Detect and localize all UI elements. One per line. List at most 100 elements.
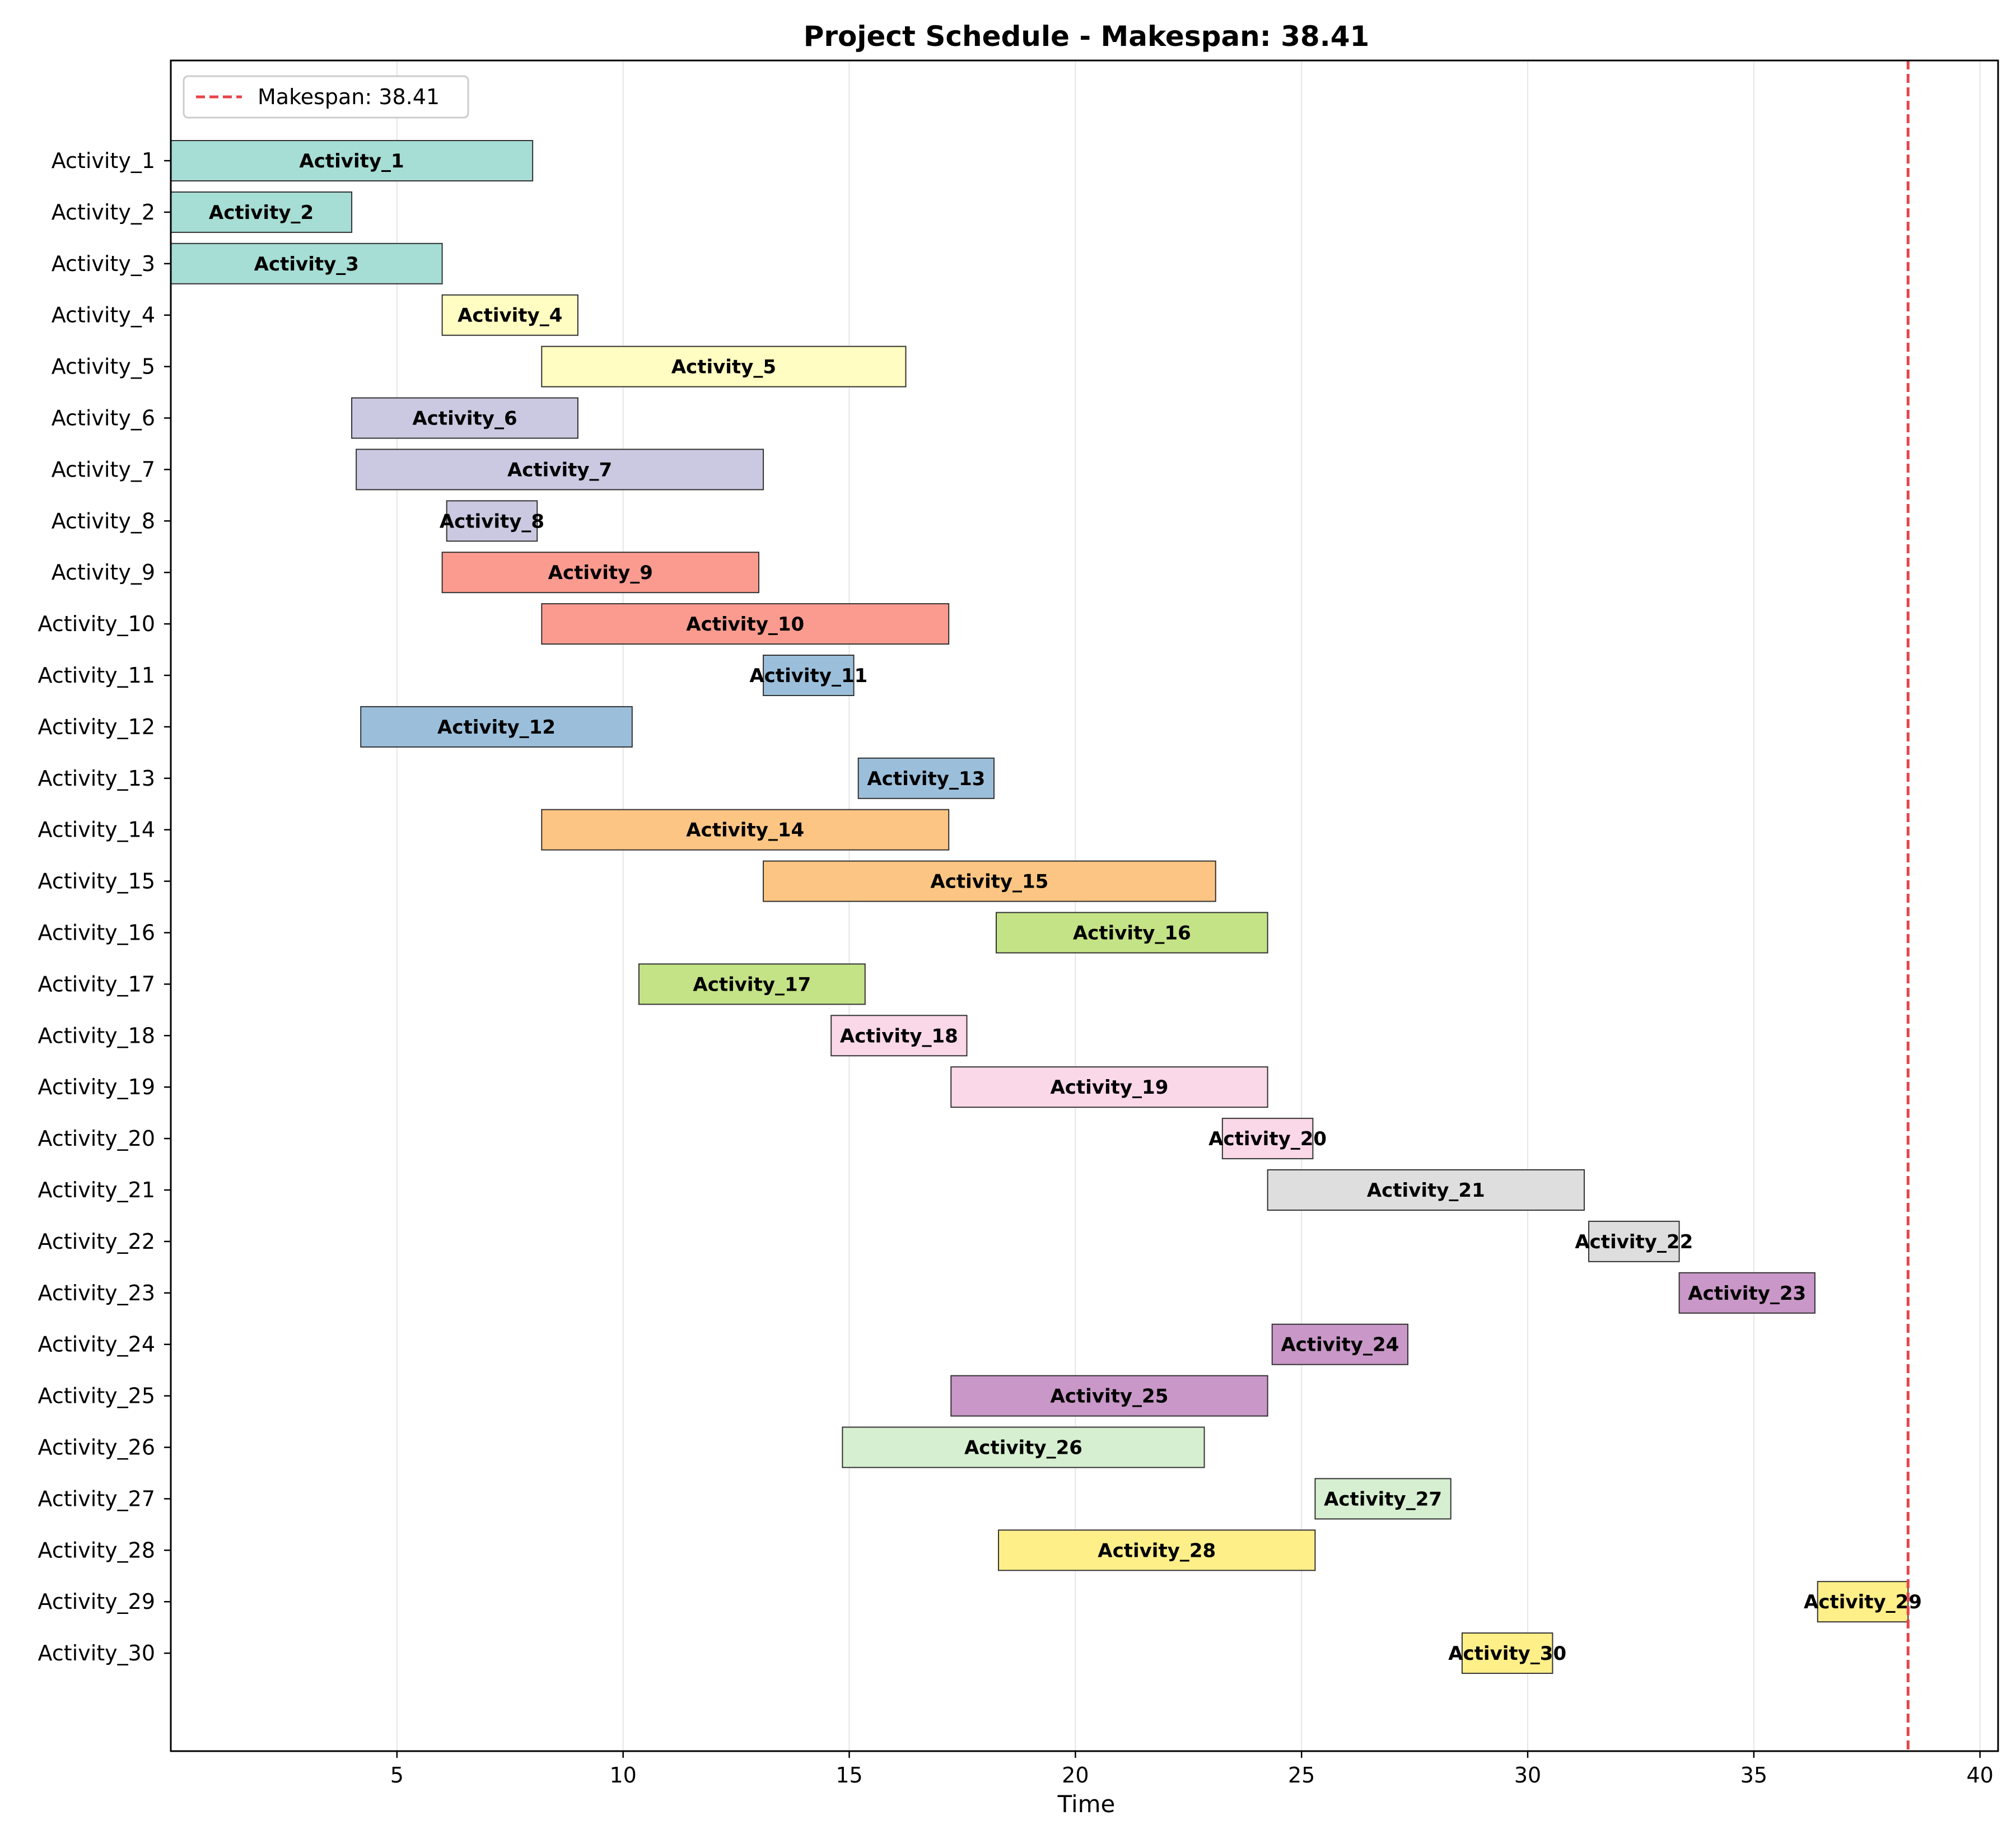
activity-bar-label: Activity_1 [299, 150, 404, 172]
y-tick-label: Activity_24 [38, 1332, 155, 1357]
y-tick-label: Activity_16 [38, 921, 155, 945]
activity-bar-label: Activity_23 [1688, 1282, 1806, 1305]
x-tick-label: 35 [1740, 1763, 1767, 1788]
y-tick-label: Activity_26 [38, 1435, 155, 1460]
activity-bar [446, 500, 538, 542]
chart-title: Project Schedule - Makespan: 38.41 [804, 20, 1370, 53]
y-tick-label: Activity_9 [52, 560, 155, 585]
y-tick-label: Activity_23 [38, 1281, 155, 1305]
activity-bar [1314, 1478, 1452, 1520]
activity-bar [830, 1015, 968, 1057]
y-tick-label: Activity_4 [52, 303, 155, 328]
activity-bar-label: Activity_21 [1367, 1179, 1485, 1202]
y-tick-label: Activity_13 [38, 766, 155, 791]
activity-bar-label: Activity_27 [1324, 1488, 1442, 1510]
activity-bar-label: Activity_28 [1098, 1539, 1216, 1562]
grid-lines [396, 60, 1981, 1751]
y-tick-label: Activity_18 [38, 1023, 155, 1048]
activity-bar-label: Activity_12 [437, 716, 556, 739]
activity-bar [1817, 1581, 1909, 1623]
activity-bar-label: Activity_7 [507, 459, 612, 481]
legend: Makespan: 38.41 [183, 75, 469, 119]
activity-bar [996, 912, 1268, 954]
activity-bar [541, 809, 950, 851]
y-tick-label: Activity_22 [38, 1229, 155, 1254]
y-tick-label: Activity_1 [52, 148, 155, 173]
activity-bar [638, 963, 866, 1005]
activity-bar-label: Activity_17 [693, 973, 811, 996]
activity-bar [1461, 1632, 1553, 1674]
plot-frame [170, 59, 1999, 1752]
x-tick-label: 20 [1062, 1763, 1089, 1788]
activity-bar-label: Activity_18 [840, 1025, 958, 1047]
y-tick-label: Activity_27 [38, 1486, 155, 1511]
y-tick-label: Activity_29 [38, 1589, 155, 1614]
activity-bar-label: Activity_25 [1050, 1385, 1168, 1408]
x-tick-label: 25 [1288, 1763, 1315, 1788]
x-tick-label: 15 [836, 1763, 862, 1788]
activity-bar-label: Activity_2 [209, 202, 314, 224]
legend-label: Makespan: 38.41 [258, 85, 440, 109]
activity-bar-label: Activity_20 [1208, 1128, 1327, 1150]
y-tick-label: Activity_10 [38, 612, 155, 636]
activity-bar-label: Activity_11 [749, 665, 867, 687]
activity-bar-label: Activity_19 [1050, 1076, 1168, 1099]
legend-box [183, 75, 469, 119]
y-tick-label: Activity_28 [38, 1538, 155, 1562]
activity-bar-label: Activity_29 [1804, 1591, 1922, 1613]
y-tick-label: Activity_14 [38, 818, 155, 842]
y-tick-label: Activity_8 [52, 508, 155, 533]
activity-bar [1267, 1169, 1585, 1211]
activity-bar [441, 294, 578, 336]
x-tick-label: 10 [609, 1763, 636, 1788]
x-tick-label: 5 [390, 1763, 404, 1788]
activity-bar-label: Activity_6 [412, 408, 517, 430]
x-tick-label: 30 [1514, 1763, 1541, 1788]
y-tick-label: Activity_19 [38, 1075, 155, 1099]
y-tick-label: Activity_25 [38, 1384, 155, 1408]
activity-bar [441, 552, 759, 594]
activity-bar [356, 449, 764, 491]
y-tick-label: Activity_2 [52, 200, 155, 225]
activity-bar-label: Activity_26 [964, 1437, 1082, 1459]
activity-bar [541, 603, 950, 645]
activity-bar-label: Activity_3 [254, 253, 359, 276]
activity-bar [1271, 1323, 1408, 1365]
activity-bar-label: Activity_5 [671, 356, 776, 379]
y-tick-label: Activity_15 [38, 869, 155, 894]
activity-bar-label: Activity_14 [686, 819, 804, 842]
activity-bar [842, 1426, 1205, 1468]
activity-bar [170, 242, 443, 284]
activity-bar [1221, 1118, 1314, 1160]
activity-bar-label: Activity_30 [1448, 1642, 1566, 1665]
activity-bar [857, 757, 995, 799]
activity-bar [763, 655, 855, 696]
y-tick-label: Activity_5 [52, 354, 155, 379]
activity-bar [541, 346, 907, 388]
y-tick-label: Activity_30 [38, 1641, 155, 1665]
activity-bar [998, 1529, 1316, 1571]
y-tick-label: Activity_6 [52, 406, 155, 431]
activity-bar-label: Activity_13 [867, 768, 985, 790]
activity-bar-label: Activity_4 [458, 305, 562, 327]
x-axis-label: Time [1057, 1790, 1116, 1818]
activity-bar-label: Activity_9 [548, 562, 653, 584]
activity-bar [1588, 1220, 1680, 1262]
activity-bar [170, 191, 353, 233]
activity-bar-label: Activity_16 [1073, 922, 1191, 945]
activity-bar-label: Activity_24 [1281, 1334, 1399, 1356]
y-tick-label: Activity_3 [52, 251, 155, 276]
y-tick-label: Activity_12 [38, 715, 155, 739]
activity-bar [351, 397, 578, 439]
activity-bar [950, 1375, 1268, 1417]
x-axis-ticks: 5 10 15 20 25 30 35 40 [390, 1751, 1994, 1788]
activity-bar [360, 706, 633, 748]
activity-bar-label: Activity_22 [1575, 1231, 1693, 1253]
y-tick-label: Activity_17 [38, 972, 155, 996]
y-tick-label: Activity_11 [38, 663, 155, 688]
activity-bar-label: Activity_10 [686, 613, 804, 636]
activity-bar [950, 1066, 1268, 1108]
y-tick-label: Activity_21 [38, 1178, 155, 1202]
bars-layer: Activity_1 Activity_2 Activity_3 Activity_4… [170, 140, 1922, 1674]
